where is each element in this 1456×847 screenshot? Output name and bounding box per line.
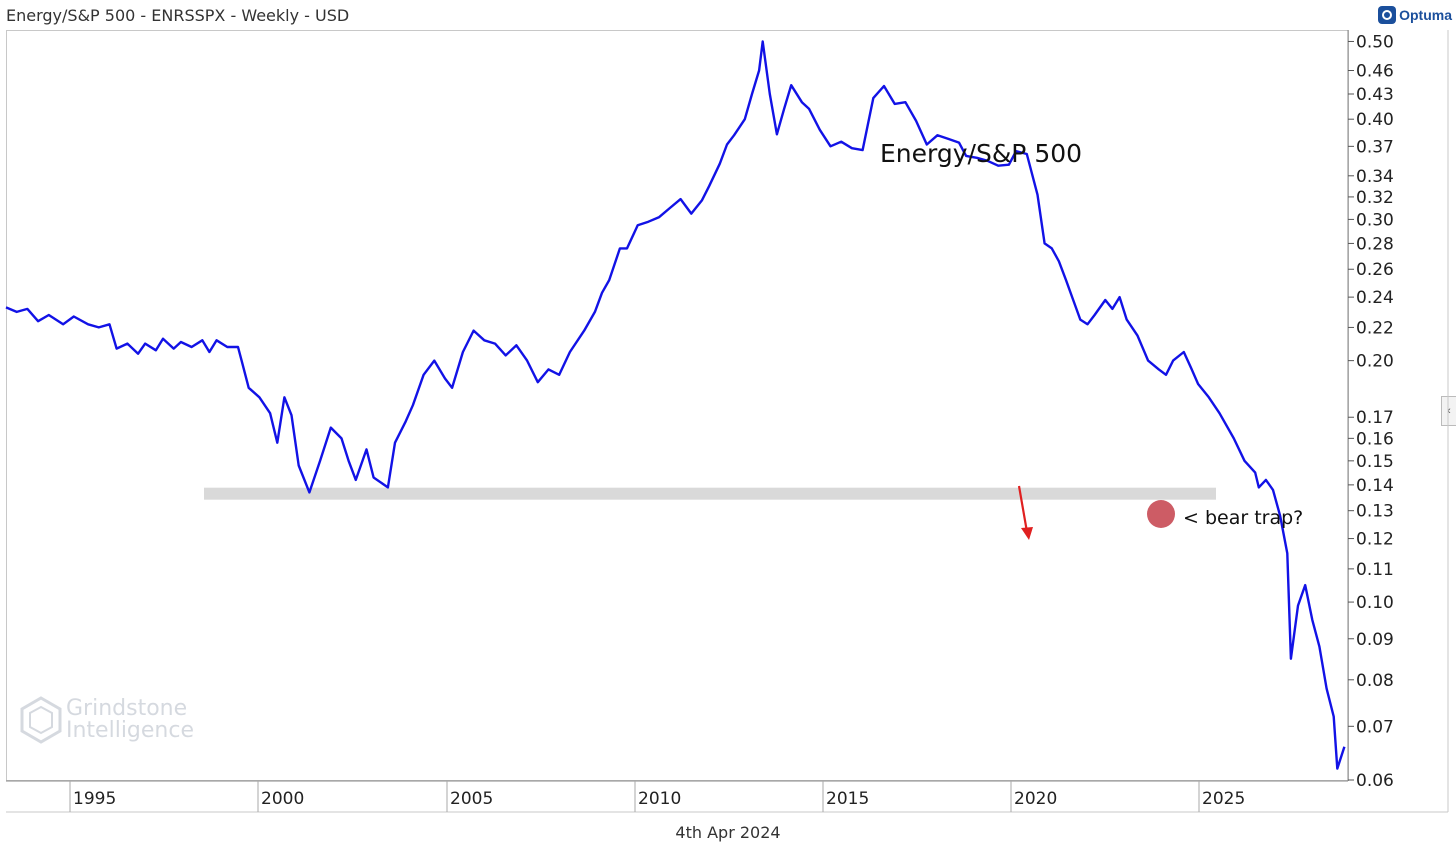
- y-tick-label: 0.20: [1356, 352, 1394, 372]
- watermark-line2: Intelligence: [66, 718, 195, 743]
- y-tick-label: 0.07: [1356, 717, 1394, 737]
- y-tick-label: 0.14: [1356, 476, 1394, 496]
- bear-trap-annotation: < bear trap?: [1183, 507, 1303, 529]
- hexagon-logo-icon: [20, 696, 62, 744]
- x-tick-label: 2010: [638, 789, 681, 809]
- y-tick-label: 0.13: [1356, 502, 1394, 522]
- y-tick-label: 0.40: [1356, 110, 1394, 130]
- x-tick-label: 2000: [261, 789, 304, 809]
- y-tick-label: 0.22: [1356, 318, 1394, 338]
- y-tick-label: 0.09: [1356, 630, 1394, 650]
- y-tick-label: 0.30: [1356, 210, 1394, 230]
- y-tick-label: 0.26: [1356, 260, 1394, 280]
- y-axis-ticks: 0.50 0.46 0.43 0.40 0.37 0.340.320.30 0.28 0.26…: [1348, 32, 1394, 791]
- y-tick-label: 0.32: [1356, 188, 1394, 208]
- x-tick-label: 2005: [450, 789, 493, 809]
- optuma-logo-icon: [1378, 6, 1397, 24]
- bear-trap-marker: [1147, 500, 1175, 528]
- y-tick-label: 0.28: [1356, 234, 1394, 254]
- brand-name: Optuma: [1399, 7, 1452, 23]
- chevron-left-icon: ‹: [1447, 405, 1451, 417]
- chart-header-title: Energy/S&P 500 - ENRSSPX - Weekly - USD: [6, 6, 350, 25]
- y-tick-label: 0.43: [1356, 85, 1394, 105]
- y-tick-label: 0.06: [1356, 771, 1394, 791]
- watermark-line1: Grindstone: [66, 696, 188, 721]
- red-arrow-head: [1021, 527, 1033, 540]
- y-tick-label: 0.50: [1356, 32, 1394, 52]
- footer-date: 4th Apr 2024: [675, 823, 781, 842]
- plot-frame: [6, 30, 1349, 781]
- brand-logo: Optuma: [1378, 5, 1452, 25]
- y-tick-label: 0.16: [1356, 429, 1394, 449]
- y-tick-label: 0.24: [1356, 288, 1394, 308]
- chart-title-annotation: Energy/S&P 500: [880, 139, 1082, 168]
- watermark: Grindstone Intelligence: [20, 696, 194, 744]
- y-tick-label: 0.46: [1356, 62, 1394, 82]
- y-tick-label: 0.12: [1356, 530, 1394, 550]
- x-tick-label: 1995: [73, 789, 116, 809]
- red-arrow-shaft: [1017, 485, 1029, 533]
- y-tick-label: 0.17: [1356, 408, 1394, 428]
- y-tick-label: 0.11: [1356, 560, 1394, 580]
- x-tick-label: 2020: [1014, 789, 1057, 809]
- y-tick-label: 0.10: [1356, 593, 1394, 613]
- y-tick-label: 0.08: [1356, 671, 1394, 691]
- y-tick-label: 0.37: [1356, 137, 1394, 157]
- x-axis-ticks: 1995 2000 2005 2010 2015 2020 2025: [69, 781, 1245, 812]
- series-line: [5, 40, 1346, 770]
- x-tick-label: 2025: [1202, 789, 1245, 809]
- support-band: [204, 487, 1216, 500]
- y-tick-label: 0.34: [1356, 167, 1394, 187]
- y-tick-label: 0.15: [1356, 452, 1394, 472]
- x-tick-label: 2015: [826, 789, 869, 809]
